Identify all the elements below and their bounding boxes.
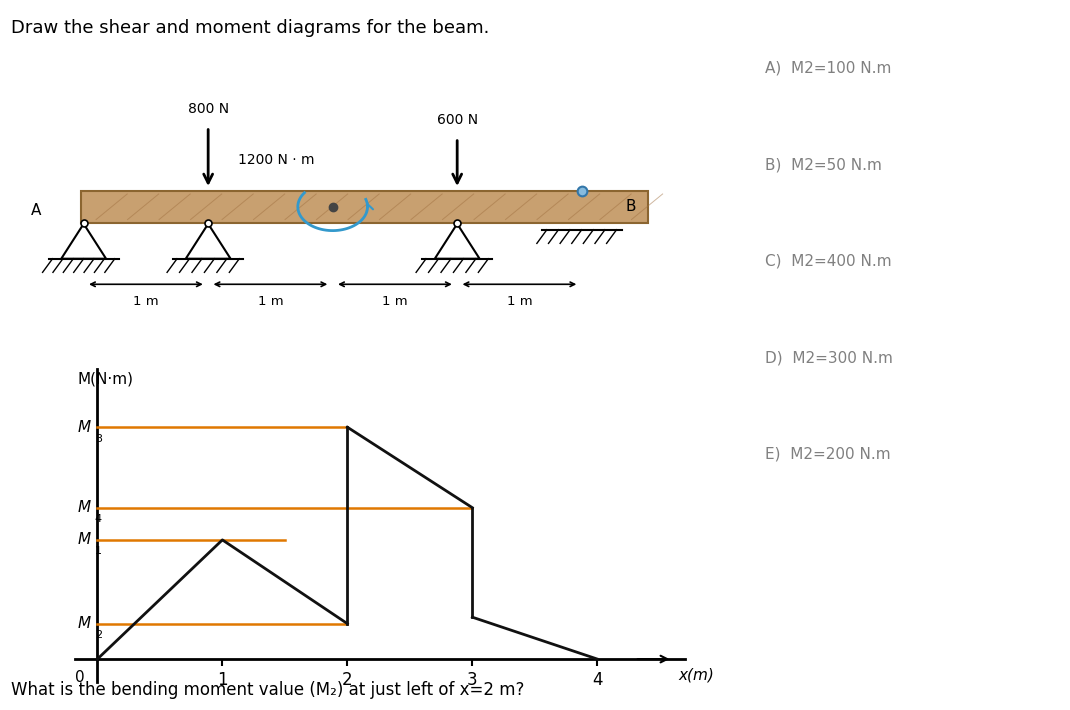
- Text: M: M: [78, 420, 91, 435]
- Polygon shape: [186, 224, 230, 258]
- Text: M: M: [78, 532, 91, 547]
- Text: 1 m: 1 m: [258, 295, 284, 307]
- Text: 1 m: 1 m: [506, 295, 532, 307]
- Text: 4: 4: [95, 514, 102, 524]
- Bar: [81, 190, 647, 223]
- Text: E)  M2=200 N.m: E) M2=200 N.m: [764, 447, 890, 462]
- Text: 600 N: 600 N: [437, 113, 477, 126]
- Text: A: A: [31, 202, 42, 218]
- Text: A)  M2=100 N.m: A) M2=100 N.m: [764, 60, 891, 76]
- Text: x(m): x(m): [678, 667, 715, 682]
- Text: What is the bending moment value (M₂) at just left of x=2 m?: What is the bending moment value (M₂) at…: [11, 682, 524, 699]
- Text: M: M: [78, 500, 91, 515]
- Text: 3: 3: [95, 434, 102, 444]
- Text: M: M: [78, 616, 91, 631]
- Text: 1 m: 1 m: [382, 295, 408, 307]
- Polygon shape: [434, 224, 479, 258]
- Text: Draw the shear and moment diagrams for the beam.: Draw the shear and moment diagrams for t…: [11, 19, 489, 38]
- Text: 1: 1: [95, 546, 102, 557]
- Text: 800 N: 800 N: [187, 102, 229, 116]
- Text: B)  M2=50 N.m: B) M2=50 N.m: [764, 157, 882, 173]
- Polygon shape: [61, 224, 106, 258]
- Text: 2: 2: [95, 630, 102, 640]
- Text: 1200 N · m: 1200 N · m: [239, 153, 315, 167]
- Text: C)  M2=400 N.m: C) M2=400 N.m: [764, 253, 891, 269]
- Text: 1 m: 1 m: [133, 295, 158, 307]
- Text: B: B: [625, 200, 636, 214]
- Text: 0: 0: [75, 670, 85, 685]
- Text: D)  M2=300 N.m: D) M2=300 N.m: [764, 350, 892, 366]
- Text: M(N·m): M(N·m): [77, 371, 134, 386]
